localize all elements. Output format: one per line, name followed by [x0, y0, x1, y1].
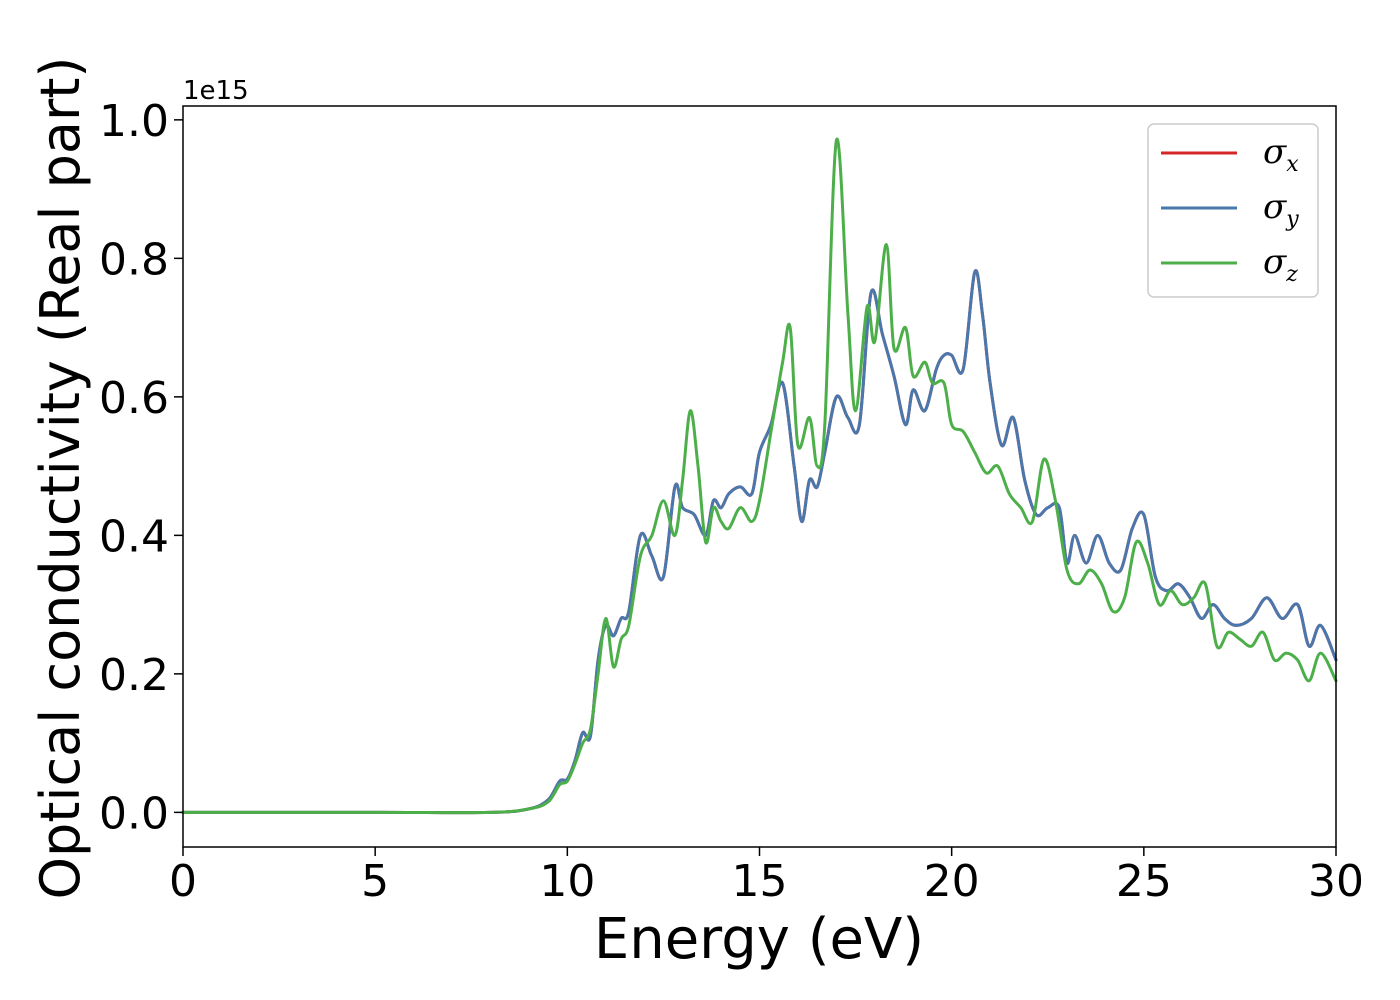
x-tick-label: 25	[1116, 856, 1172, 907]
y-axis-label: Optical conductivity (Real part)	[29, 57, 92, 900]
x-tick-label: 30	[1308, 856, 1364, 907]
legend-box	[1147, 123, 1319, 298]
y-tick-label: 0.6	[99, 373, 169, 424]
x-axis-ticks: 0 5 10 15 20 25 30	[169, 847, 1364, 907]
series-line-y	[181, 269, 1338, 815]
plot-background	[183, 106, 1336, 847]
series-line-z	[181, 137, 1338, 815]
x-tick-label: 0	[169, 856, 197, 907]
y-tick-label: 0.8	[99, 234, 169, 285]
series-layer	[181, 137, 1338, 815]
plot-frame	[182, 105, 1337, 848]
y-axis-offset-text: 1e15	[183, 76, 249, 106]
x-tick-label: 10	[539, 856, 595, 907]
y-tick-label: 1.0	[99, 96, 169, 147]
x-tick-label: 20	[924, 856, 980, 907]
y-axis-ticks: 0.0 0.2 0.4 0.6 0.8 1.0	[99, 96, 183, 839]
y-tick-label: 0.4	[99, 511, 169, 562]
x-tick-label: 5	[361, 856, 389, 907]
y-tick-label: 0.0	[99, 788, 169, 839]
y-tick-label: 0.2	[99, 650, 169, 701]
x-axis-label: Energy (eV)	[594, 907, 924, 972]
x-tick-label: 15	[732, 856, 788, 907]
